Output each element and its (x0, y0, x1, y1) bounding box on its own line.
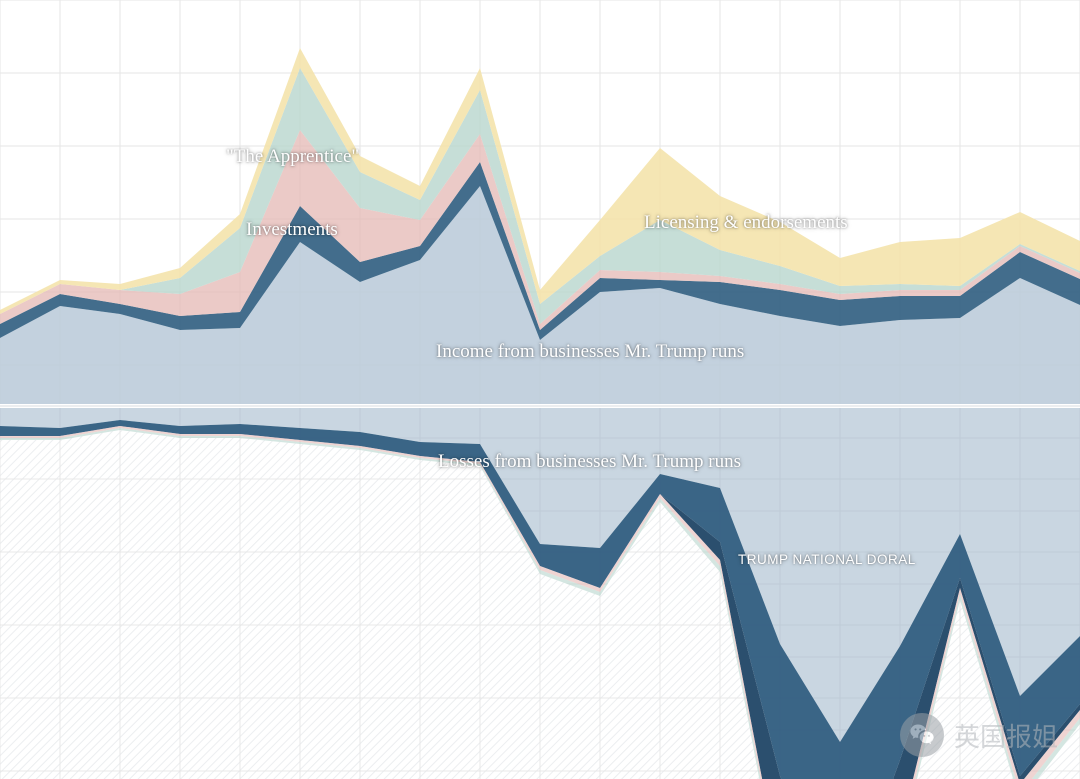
stacked-area-chart: "The Apprentice"InvestmentsLicensing & e… (0, 0, 1080, 779)
chart-svg (0, 0, 1080, 779)
